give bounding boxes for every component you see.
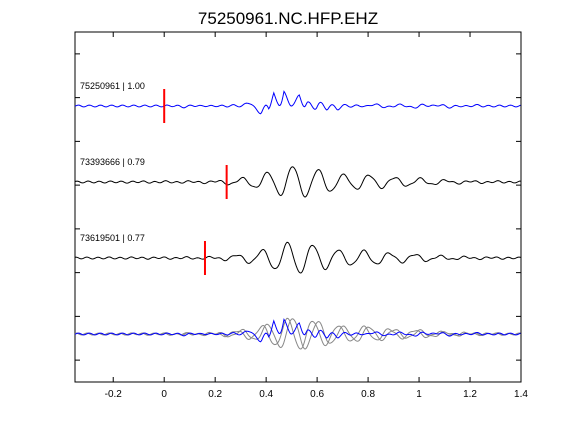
axis-ticks: -0.2 0 0.2 0.4 0.6 0.8 1 1.2 1.4: [75, 32, 528, 400]
trace-label: 73393666 | 0.79: [80, 157, 145, 167]
trace-line: [74, 166, 521, 198]
trace-label: 75250961 | 1.00: [80, 81, 145, 91]
trace-line: [74, 90, 521, 115]
chart-title: 75250961.NC.HFP.EHZ: [198, 9, 378, 28]
trace-label: 73619501 | 0.77: [80, 233, 145, 243]
x-tick-label: -0.2: [105, 389, 123, 400]
x-tick-label: 0.8: [361, 389, 375, 400]
x-tick-label: 0.4: [259, 389, 273, 400]
pick-markers: [163, 89, 228, 275]
x-tick-label: 1.2: [463, 389, 477, 400]
trace-group: [74, 90, 521, 350]
trace-labels: 75250961 | 1.00 73393666 | 0.79 73619501 |…: [80, 81, 145, 243]
x-tick-label: 1: [416, 389, 422, 400]
x-tick-label: 0.2: [208, 389, 222, 400]
overlay-trace-line: [74, 318, 521, 343]
x-tick-label: 0.6: [310, 389, 324, 400]
x-tick-label: 1.4: [514, 389, 528, 400]
trace-line: [74, 241, 521, 274]
x-tick-label: 0: [161, 389, 167, 400]
